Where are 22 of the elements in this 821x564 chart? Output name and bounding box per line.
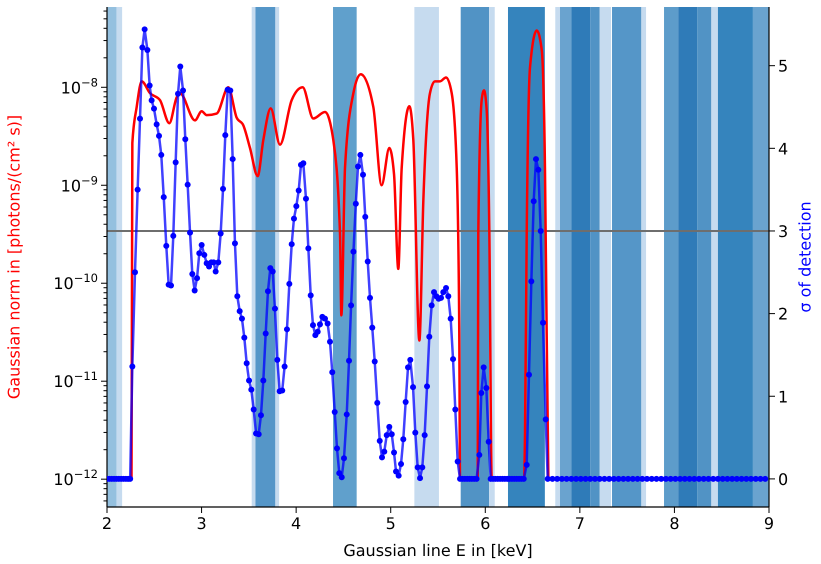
y-tick-label: 10$^{−9}$: [60, 173, 98, 196]
x-tick-label: 8: [669, 514, 680, 533]
y2-tick-label: 2: [778, 304, 788, 324]
x-tick-label: 5: [386, 514, 396, 533]
y-tick-label: 10$^{−11}$: [53, 369, 98, 392]
x-axis-title: Gaussian line E in [keV]: [343, 541, 533, 560]
x-tick-label: 3: [196, 514, 207, 533]
y-axis-title: Gaussian norm in [photons/(cm² s)]: [4, 114, 24, 400]
y2-tick-label: 0: [778, 470, 788, 489]
y2-tick-label: 4: [778, 139, 788, 158]
x-tick-label: 6: [480, 514, 490, 533]
y2-tick-label: 3: [778, 222, 788, 241]
x-tick-label: 4: [291, 514, 302, 533]
y-tick-label: 10$^{−8}$: [60, 75, 98, 98]
y2-tick-label: 5: [778, 56, 788, 76]
y2-tick-label: 1: [778, 387, 788, 406]
x-tick-label: 9: [764, 514, 774, 533]
x-tick-label: 2: [102, 514, 112, 533]
y2-axis-title: σ of detection: [796, 201, 815, 313]
x-tick-label: 7: [574, 514, 585, 533]
y-tick-label: 10$^{−10}$: [53, 271, 98, 294]
y-tick-label: 10$^{−12}$: [53, 467, 98, 490]
